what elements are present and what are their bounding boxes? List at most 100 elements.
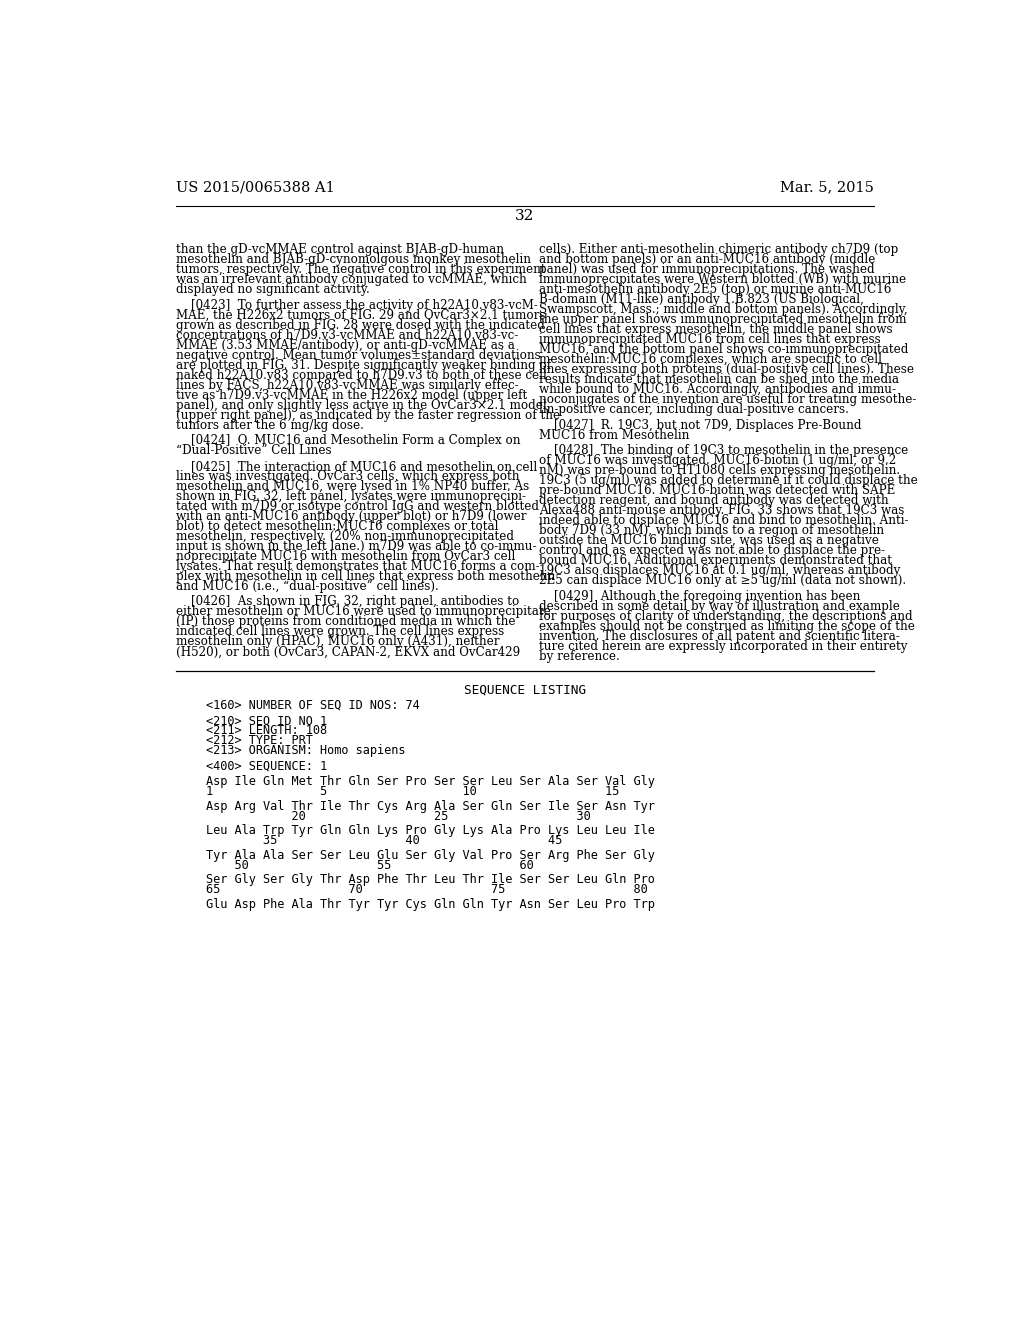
Text: mesothelin only (HPAC), MUC16 only (A431), neither: mesothelin only (HPAC), MUC16 only (A431…: [176, 635, 500, 648]
Text: tated with m7D9 or isotype control IgG and western blotted: tated with m7D9 or isotype control IgG a…: [176, 500, 539, 513]
Text: examples should not be construed as limiting the scope of the: examples should not be construed as limi…: [539, 620, 914, 634]
Text: lines by FACS, h22A10.v83-vcMMAE was similarly effec-: lines by FACS, h22A10.v83-vcMMAE was sim…: [176, 379, 519, 392]
Text: Glu Asp Phe Ala Thr Tyr Tyr Cys Gln Gln Tyr Asn Ser Leu Pro Trp: Glu Asp Phe Ala Thr Tyr Tyr Cys Gln Gln …: [206, 898, 654, 911]
Text: Leu Ala Trp Tyr Gln Gln Lys Pro Gly Lys Ala Pro Lys Leu Leu Ile: Leu Ala Trp Tyr Gln Gln Lys Pro Gly Lys …: [206, 824, 654, 837]
Text: MAE, the H226x2 tumors of FIG. 29 and OvCar3×2.1 tumors: MAE, the H226x2 tumors of FIG. 29 and Ov…: [176, 309, 546, 322]
Text: (IP) those proteins from conditioned media in which the: (IP) those proteins from conditioned med…: [176, 615, 515, 628]
Text: 19C3 (5 ug/ml) was added to determine if it could displace the: 19C3 (5 ug/ml) was added to determine if…: [539, 474, 918, 487]
Text: [0424]  Q. MUC16 and Mesothelin Form a Complex on: [0424] Q. MUC16 and Mesothelin Form a Co…: [176, 434, 520, 447]
Text: <213> ORGANISM: Homo sapiens: <213> ORGANISM: Homo sapiens: [206, 744, 406, 758]
Text: Asp Ile Gln Met Thr Gln Ser Pro Ser Ser Leu Ser Ala Ser Val Gly: Asp Ile Gln Met Thr Gln Ser Pro Ser Ser …: [206, 775, 654, 788]
Text: lines expressing both proteins (dual-positive cell lines). These: lines expressing both proteins (dual-pos…: [539, 363, 913, 376]
Text: pre-bound MUC16. MUC16-biotin was detected with SAPE: pre-bound MUC16. MUC16-biotin was detect…: [539, 484, 895, 498]
Text: <160> NUMBER OF SEQ ID NOS: 74: <160> NUMBER OF SEQ ID NOS: 74: [206, 698, 419, 711]
Text: <212> TYPE: PRT: <212> TYPE: PRT: [206, 734, 312, 747]
Text: mesothelin and MUC16, were lysed in 1% NP40 buffer. As: mesothelin and MUC16, were lysed in 1% N…: [176, 480, 529, 492]
Text: concentrations of h7D9.v3-vcMMAE and h22A10.v83-vc-: concentrations of h7D9.v3-vcMMAE and h22…: [176, 329, 518, 342]
Text: [0425]  The interaction of MUC16 and mesothelin on cell: [0425] The interaction of MUC16 and meso…: [176, 459, 538, 473]
Text: for purposes of clarity of understanding, the descriptions and: for purposes of clarity of understanding…: [539, 610, 912, 623]
Text: 32: 32: [515, 209, 535, 223]
Text: plex with mesothelin in cell lines that express both mesothelin: plex with mesothelin in cell lines that …: [176, 570, 555, 583]
Text: <400> SEQUENCE: 1: <400> SEQUENCE: 1: [206, 759, 327, 772]
Text: anti-mesothelin antibody 2E5 (top) or murine anti-MUC16: anti-mesothelin antibody 2E5 (top) or mu…: [539, 284, 891, 296]
Text: lin-positive cancer, including dual-positive cancers.: lin-positive cancer, including dual-posi…: [539, 404, 849, 416]
Text: [0428]  The binding of 19C3 to mesothelin in the presence: [0428] The binding of 19C3 to mesothelin…: [539, 445, 908, 457]
Text: 19C3 also displaces MUC16 at 0.1 ug/ml, whereas antibody: 19C3 also displaces MUC16 at 0.1 ug/ml, …: [539, 565, 900, 577]
Text: 1               5                   10                  15: 1 5 10 15: [206, 785, 618, 799]
Text: [0426]  As shown in FIG. 32, right panel, antibodies to: [0426] As shown in FIG. 32, right panel,…: [176, 595, 519, 609]
Text: <210> SEQ ID NO 1: <210> SEQ ID NO 1: [206, 714, 327, 727]
Text: shown in FIG. 32, left panel, lysates were immunoprecipi-: shown in FIG. 32, left panel, lysates we…: [176, 490, 526, 503]
Text: immunoprecipitates were Western blotted (WB) with murine: immunoprecipitates were Western blotted …: [539, 273, 906, 286]
Text: and MUC16 (i.e., “dual-positive” cell lines).: and MUC16 (i.e., “dual-positive” cell li…: [176, 579, 439, 593]
Text: US 2015/0065388 A1: US 2015/0065388 A1: [176, 181, 335, 194]
Text: [0427]  R. 19C3, but not 7D9, Displaces Pre-Bound: [0427] R. 19C3, but not 7D9, Displaces P…: [539, 418, 861, 432]
Text: bound MUC16. Additional experiments demonstrated that: bound MUC16. Additional experiments demo…: [539, 554, 892, 568]
Text: mesothelin and BJAB-gD-cynomolgous monkey mesothelin: mesothelin and BJAB-gD-cynomolgous monke…: [176, 253, 531, 267]
Text: body 7D9 (33 nM), which binds to a region of mesothelin: body 7D9 (33 nM), which binds to a regio…: [539, 524, 884, 537]
Text: mesothelin:MUC16 complexes, which are specific to cell: mesothelin:MUC16 complexes, which are sp…: [539, 354, 882, 366]
Text: tumors after the 6 mg/kg dose.: tumors after the 6 mg/kg dose.: [176, 418, 364, 432]
Text: the upper panel shows immunoprecipitated mesothelin from: the upper panel shows immunoprecipitated…: [539, 313, 906, 326]
Text: SEQUENCE LISTING: SEQUENCE LISTING: [464, 684, 586, 696]
Text: with an anti-MUC16 antibody (upper blot) or h7D9 (lower: with an anti-MUC16 antibody (upper blot)…: [176, 510, 526, 523]
Text: negative control. Mean tumor volumes±standard deviations: negative control. Mean tumor volumes±sta…: [176, 348, 541, 362]
Text: MMAE (3.53 MMAE/antibody), or anti-gD-vcMMAE as a: MMAE (3.53 MMAE/antibody), or anti-gD-vc…: [176, 339, 515, 351]
Text: tive as h7D9.v3-vcMMAE in the H226x2 model (upper left: tive as h7D9.v3-vcMMAE in the H226x2 mod…: [176, 389, 527, 401]
Text: input is shown in the left lane.) m7D9 was able to co-immu-: input is shown in the left lane.) m7D9 w…: [176, 540, 537, 553]
Text: Swampscott, Mass.; middle and bottom panels). Accordingly,: Swampscott, Mass.; middle and bottom pan…: [539, 304, 907, 317]
Text: control and as expected was not able to displace the pre-: control and as expected was not able to …: [539, 544, 885, 557]
Text: panel), and only slightly less active in the OvCar3×2.1 model: panel), and only slightly less active in…: [176, 399, 547, 412]
Text: (H520), or both (OvCar3, CAPAN-2, EKVX and OvCar429: (H520), or both (OvCar3, CAPAN-2, EKVX a…: [176, 645, 520, 659]
Text: cells). Either anti-mesothelin chimeric antibody ch7D9 (top: cells). Either anti-mesothelin chimeric …: [539, 243, 898, 256]
Text: <211> LENGTH: 108: <211> LENGTH: 108: [206, 725, 327, 737]
Text: indeed able to displace MUC16 and bind to mesothelin. Anti-: indeed able to displace MUC16 and bind t…: [539, 515, 908, 528]
Text: [0429]  Although the foregoing invention has been: [0429] Although the foregoing invention …: [539, 590, 860, 603]
Text: 2E5 can displace MUC16 only at ≥5 ug/ml (data not shown).: 2E5 can displace MUC16 only at ≥5 ug/ml …: [539, 574, 906, 587]
Text: while bound to MUC16. Accordingly, antibodies and immu-: while bound to MUC16. Accordingly, antib…: [539, 383, 896, 396]
Text: invention. The disclosures of all patent and scientific litera-: invention. The disclosures of all patent…: [539, 630, 899, 643]
Text: outside the MUC16 binding site, was used as a negative: outside the MUC16 binding site, was used…: [539, 535, 879, 548]
Text: results indicate that mesothelin can be shed into the media: results indicate that mesothelin can be …: [539, 374, 899, 387]
Text: panel) was used for immunoprecipitations. The washed: panel) was used for immunoprecipitations…: [539, 263, 874, 276]
Text: indicated cell lines were grown. The cell lines express: indicated cell lines were grown. The cel…: [176, 626, 504, 639]
Text: than the gD-vcMMAE control against BJAB-gD-human: than the gD-vcMMAE control against BJAB-…: [176, 243, 504, 256]
Text: blot) to detect mesothelin:MUC16 complexes or total: blot) to detect mesothelin:MUC16 complex…: [176, 520, 499, 533]
Text: Tyr Ala Ala Ser Ser Leu Glu Ser Gly Val Pro Ser Arg Phe Ser Gly: Tyr Ala Ala Ser Ser Leu Glu Ser Gly Val …: [206, 849, 654, 862]
Text: Mar. 5, 2015: Mar. 5, 2015: [779, 181, 873, 194]
Text: and bottom panels) or an anti-MUC16 antibody (middle: and bottom panels) or an anti-MUC16 anti…: [539, 253, 876, 267]
Text: immunoprecipitated MUC16 from cell lines that express: immunoprecipitated MUC16 from cell lines…: [539, 333, 881, 346]
Text: Alexa488 anti-mouse antibody. FIG. 33 shows that 19C3 was: Alexa488 anti-mouse antibody. FIG. 33 sh…: [539, 504, 904, 517]
Text: cell lines that express mesothelin, the middle panel shows: cell lines that express mesothelin, the …: [539, 323, 892, 337]
Text: grown as described in FIG. 28 were dosed with the indicated: grown as described in FIG. 28 were dosed…: [176, 318, 545, 331]
Text: ture cited herein are expressly incorporated in their entirety: ture cited herein are expressly incorpor…: [539, 640, 907, 653]
Text: 20                  25                  30: 20 25 30: [206, 809, 590, 822]
Text: (upper right panel), as indicated by the faster regression of the: (upper right panel), as indicated by the…: [176, 409, 560, 422]
Text: of MUC16 was investigated. MUC16-biotin (1 ug/ml, or 9.2: of MUC16 was investigated. MUC16-biotin …: [539, 454, 896, 467]
Text: displayed no significant activity.: displayed no significant activity.: [176, 284, 370, 296]
Text: noprecipitate MUC16 with mesothelin from OvCar3 cell: noprecipitate MUC16 with mesothelin from…: [176, 550, 515, 562]
Text: 50                  55                  60: 50 55 60: [206, 859, 534, 871]
Text: described in some detail by way of illustration and example: described in some detail by way of illus…: [539, 601, 900, 612]
Text: “Dual-Positive” Cell Lines: “Dual-Positive” Cell Lines: [176, 445, 332, 457]
Text: B-domain (M11-like) antibody 1.B.823 (US Biological,: B-domain (M11-like) antibody 1.B.823 (US…: [539, 293, 863, 306]
Text: by reference.: by reference.: [539, 649, 620, 663]
Text: Asp Arg Val Thr Ile Thr Cys Arg Ala Ser Gln Ser Ile Ser Asn Tyr: Asp Arg Val Thr Ile Thr Cys Arg Ala Ser …: [206, 800, 654, 813]
Text: noconjugates of the invention are useful for treating mesothe-: noconjugates of the invention are useful…: [539, 393, 916, 407]
Text: nM) was pre-bound to HT1080 cells expressing mesothelin.: nM) was pre-bound to HT1080 cells expres…: [539, 465, 900, 478]
Text: lysates. That result demonstrates that MUC16 forms a com-: lysates. That result demonstrates that M…: [176, 560, 540, 573]
Text: Ser Gly Ser Gly Thr Asp Phe Thr Leu Thr Ile Ser Ser Leu Gln Pro: Ser Gly Ser Gly Thr Asp Phe Thr Leu Thr …: [206, 874, 654, 886]
Text: MUC16, and the bottom panel shows co-immunoprecipitated: MUC16, and the bottom panel shows co-imm…: [539, 343, 908, 356]
Text: 65                  70                  75                  80: 65 70 75 80: [206, 883, 647, 896]
Text: are plotted in FIG. 31. Despite significantly weaker binding of: are plotted in FIG. 31. Despite signific…: [176, 359, 551, 372]
Text: MUC16 from Mesothelin: MUC16 from Mesothelin: [539, 429, 689, 442]
Text: lines was investigated. OvCar3 cells, which express both: lines was investigated. OvCar3 cells, wh…: [176, 470, 519, 483]
Text: naked h22A10.v83 compared to h7D9.v3 to both of these cell: naked h22A10.v83 compared to h7D9.v3 to …: [176, 368, 547, 381]
Text: [0423]  To further assess the activity of h22A10.v83-vcM-: [0423] To further assess the activity of…: [176, 298, 538, 312]
Text: tumors, respectively. The negative control in this experiment: tumors, respectively. The negative contr…: [176, 263, 546, 276]
Text: was an irrelevant antibody conjugated to vcMMAE, which: was an irrelevant antibody conjugated to…: [176, 273, 526, 286]
Text: either mesothelin or MUC16 were used to immunoprecipitate: either mesothelin or MUC16 were used to …: [176, 606, 551, 619]
Text: mesothelin, respectively. (20% non-immunoprecipitated: mesothelin, respectively. (20% non-immun…: [176, 529, 514, 543]
Text: detection reagent, and bound antibody was detected with: detection reagent, and bound antibody wa…: [539, 495, 889, 507]
Text: 35                  40                  45: 35 40 45: [206, 834, 562, 847]
